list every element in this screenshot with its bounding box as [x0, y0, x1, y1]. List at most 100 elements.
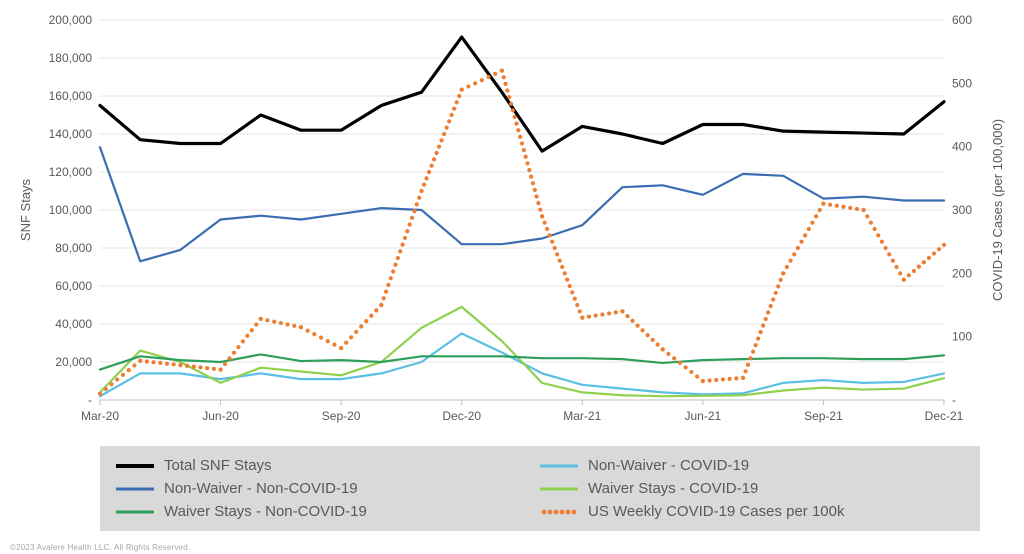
legend-item-waiver_noncovid: Waiver Stays - Non-COVID-19 [116, 500, 540, 523]
series-dot-us_weekly_cases [525, 161, 529, 165]
series-dot-us_weekly_cases [254, 322, 258, 326]
series-dot-us_weekly_cases [165, 362, 169, 366]
series-dot-us_weekly_cases [841, 205, 845, 209]
series-dot-us_weekly_cases [721, 377, 725, 381]
series-dot-us_weekly_cases [803, 233, 807, 237]
series-dot-us_weekly_cases [401, 243, 405, 247]
series-dot-us_weekly_cases [396, 256, 400, 260]
legend-swatch-waiver_covid [540, 482, 578, 496]
series-dot-us_weekly_cases [518, 135, 522, 139]
series-dot-us_weekly_cases [684, 365, 688, 369]
series-dot-us_weekly_cases [192, 365, 196, 369]
series-dot-us_weekly_cases [640, 328, 644, 332]
series-dot-us_weekly_cases [172, 362, 176, 366]
series-dot-us_weekly_cases [522, 148, 526, 152]
chart-container: -20,00040,00060,00080,000100,000120,0001… [10, 10, 1014, 440]
series-dot-us_weekly_cases [575, 303, 579, 307]
series-dot-us_weekly_cases [279, 321, 283, 325]
series-dot-us_weekly_cases [138, 359, 142, 363]
series-dot-us_weekly_cases [533, 188, 537, 192]
series-dot-us_weekly_cases [473, 81, 477, 85]
y-right-title: COVID-19 Cases (per 100,000) [990, 119, 1005, 301]
series-dot-us_weekly_cases [818, 208, 822, 212]
series-dot-us_weekly_cases [799, 240, 803, 244]
series-dot-us_weekly_cases [509, 102, 513, 106]
series-dot-us_weekly_cases [285, 322, 289, 326]
series-dot-us_weekly_cases [728, 377, 732, 381]
series-dot-us_weekly_cases [364, 319, 368, 323]
series-dot-us_weekly_cases [810, 221, 814, 225]
series-dot-us_weekly_cases [185, 364, 189, 368]
series-dot-us_weekly_cases [109, 382, 113, 386]
series-dot-us_weekly_cases [265, 318, 269, 322]
series-dot-us_weekly_cases [500, 69, 504, 73]
legend-label: Waiver Stays - COVID-19 [588, 480, 758, 497]
series-dot-us_weekly_cases [678, 361, 682, 365]
series-dot-us_weekly_cases [764, 317, 768, 321]
series-dot-us_weekly_cases [781, 271, 785, 275]
series-dot-us_weekly_cases [511, 108, 515, 112]
series-dot-us_weekly_cases [450, 113, 454, 117]
series-dot-us_weekly_cases [145, 359, 149, 363]
series-dot-us_weekly_cases [570, 290, 574, 294]
series-dot-us_weekly_cases [568, 284, 572, 288]
series-dot-us_weekly_cases [876, 233, 880, 237]
series-dot-us_weekly_cases [410, 216, 414, 220]
series-dot-us_weekly_cases [424, 176, 428, 180]
series-dot-us_weekly_cases [734, 376, 738, 380]
y-left-title: SNF Stays [18, 178, 33, 241]
series-dot-us_weekly_cases [398, 249, 402, 253]
y-right-tick-label: 500 [952, 76, 972, 90]
series-dot-us_weekly_cases [907, 273, 911, 277]
series-dot-us_weekly_cases [359, 324, 363, 328]
series-dot-us_weekly_cases [312, 332, 316, 336]
series-dot-us_weekly_cases [635, 323, 639, 327]
series-dot-us_weekly_cases [212, 367, 216, 371]
series-dot-us_weekly_cases [756, 337, 760, 341]
series-dot-us_weekly_cases [774, 291, 778, 295]
series-dot-us_weekly_cases [349, 335, 353, 339]
series-dot-us_weekly_cases [927, 256, 931, 260]
series-dot-us_weekly_cases [386, 283, 390, 287]
legend-swatch-nonwaiver_covid [540, 459, 578, 473]
series-dot-us_weekly_cases [535, 194, 539, 198]
legend-item-total_snf: Total SNF Stays [116, 454, 540, 477]
series-dot-us_weekly_cases [672, 356, 676, 360]
series-line-nonwaiver_noncovid [100, 147, 944, 261]
series-dot-us_weekly_cases [759, 330, 763, 334]
series-dot-us_weekly_cases [405, 229, 409, 233]
series-dot-us_weekly_cases [771, 297, 775, 301]
series-dot-us_weekly_cases [607, 311, 611, 315]
series-dot-us_weekly_cases [158, 361, 162, 365]
series-dot-us_weekly_cases [625, 314, 629, 318]
series-dot-us_weekly_cases [792, 252, 796, 256]
series-dot-us_weekly_cases [121, 373, 125, 377]
series-dot-us_weekly_cases [306, 329, 310, 333]
x-tick-label: Mar-20 [81, 409, 119, 423]
series-dot-us_weekly_cases [250, 328, 254, 332]
series-dot-us_weekly_cases [536, 201, 540, 205]
y-right-tick-label: - [952, 393, 956, 407]
y-left-tick-label: 140,000 [49, 127, 93, 141]
series-dot-us_weekly_cases [408, 222, 412, 226]
series-dot-us_weekly_cases [393, 263, 397, 267]
series-dot-us_weekly_cases [538, 208, 542, 212]
series-dot-us_weekly_cases [151, 360, 155, 364]
series-dot-us_weekly_cases [912, 269, 916, 273]
series-dot-us_weekly_cases [553, 246, 557, 250]
series-dot-us_weekly_cases [466, 84, 470, 88]
series-dot-us_weekly_cases [743, 369, 747, 373]
series-dot-us_weekly_cases [695, 374, 699, 378]
series-line-waiver_covid [100, 307, 944, 396]
series-dot-us_weekly_cases [540, 214, 544, 218]
series-dot-us_weekly_cases [828, 203, 832, 207]
series-dot-us_weekly_cases [821, 202, 825, 206]
series-dot-us_weekly_cases [205, 366, 209, 370]
x-tick-label: Sep-21 [804, 409, 843, 423]
series-dot-us_weekly_cases [746, 363, 750, 367]
series-dot-us_weekly_cases [227, 356, 231, 360]
series-dot-us_weekly_cases [922, 260, 926, 264]
x-tick-label: Jun-20 [202, 409, 239, 423]
series-dot-us_weekly_cases [272, 320, 276, 324]
series-dot-us_weekly_cases [513, 115, 517, 119]
